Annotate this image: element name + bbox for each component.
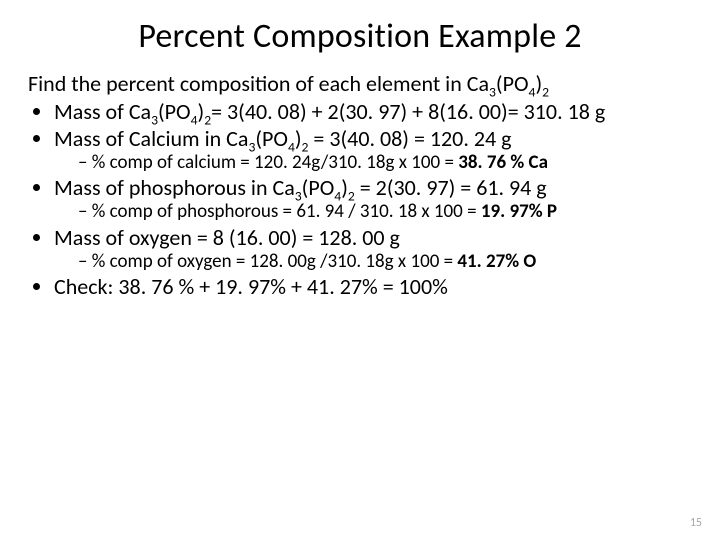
bullet-mass-calcium: Mass of Calcium in Ca3(PO4)2 = 3(40. 08)… [54,126,692,174]
text: (PO [255,125,288,152]
slide: Percent Composition Example 2 Find the p… [0,0,720,540]
slide-title: Percent Composition Example 2 [28,16,692,57]
sub-bullet-pct-o: % comp of oxygen = 128. 00g /310. 18g x … [78,251,692,273]
intro-text: (PO [496,70,529,97]
text: (PO [158,98,191,125]
slide-body: Find the percent composition of each ele… [28,71,692,300]
text: Mass of phosphorous in Ca [54,174,295,201]
text: (PO [302,174,335,201]
result-ca: 38. 76 % Ca [458,151,548,174]
sub-bullet-pct-ca: % comp of calcium = 120. 24g/310. 18g x … [78,152,692,174]
page-number: 15 [690,516,702,530]
intro-line: Find the percent composition of each ele… [28,71,692,97]
intro-text: Find the percent composition of each ele… [28,70,489,97]
sub-bullet-pct-p: % comp of phosphorous = 61. 94 / 310. 18… [78,201,692,223]
text: ) [295,125,302,152]
result-p: 19. 97% P [481,200,557,223]
text: = 3(40. 08) = 120. 24 g [308,125,511,152]
bullet-mass-oxygen: Mass of oxygen = 8 (16. 00) = 128. 00 g … [54,225,692,273]
sub-list: % comp of phosphorous = 61. 94 / 310. 18… [54,201,692,223]
text: Mass of oxygen = 8 (16. 00) = 128. 00 g [54,224,400,251]
text: = 2(30. 97) = 61. 94 g [355,174,547,201]
bullet-mass-formula: Mass of Ca3(PO4)2= 3(40. 08) + 2(30. 97)… [54,99,692,125]
result-o: 41. 27% O [457,250,536,273]
bullet-list: Mass of Ca3(PO4)2= 3(40. 08) + 2(30. 97)… [28,99,692,300]
bullet-check: Check: 38. 76 % + 19. 97% + 41. 27% = 10… [54,274,692,300]
bullet-mass-phosphorous: Mass of phosphorous in Ca3(PO4)2 = 2(30.… [54,175,692,223]
text: % comp of phosphorous = 61. 94 / 310. 18… [92,200,481,223]
text: = 3(40. 08) + 2(30. 97) + 8(16. 00)= 310… [211,98,605,125]
text: Check: 38. 76 % + 19. 97% + 41. 27% = 10… [54,273,448,300]
text: Mass of Ca [54,98,151,125]
sub-list: % comp of calcium = 120. 24g/310. 18g x … [54,152,692,174]
sub-list: % comp of oxygen = 128. 00g /310. 18g x … [54,251,692,273]
text: % comp of calcium = 120. 24g/310. 18g x … [92,151,458,174]
text: Mass of Calcium in Ca [54,125,248,152]
text: % comp of oxygen = 128. 00g /310. 18g x … [92,250,458,273]
text: ) [341,174,348,201]
